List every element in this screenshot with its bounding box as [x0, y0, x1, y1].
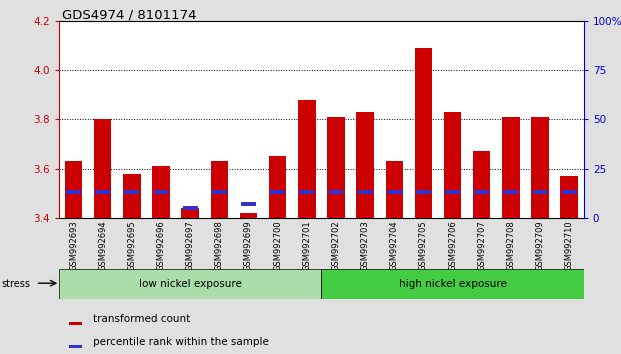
Text: stress: stress — [1, 279, 30, 289]
Bar — [241, 202, 256, 206]
Text: GSM992704: GSM992704 — [390, 220, 399, 271]
Text: GSM992702: GSM992702 — [332, 220, 340, 271]
Text: GSM992696: GSM992696 — [156, 220, 166, 271]
Bar — [59, 269, 322, 299]
Text: GSM992693: GSM992693 — [69, 220, 78, 271]
Text: GSM992694: GSM992694 — [98, 220, 107, 271]
Bar — [181, 208, 199, 218]
Bar — [70, 345, 82, 348]
Bar — [329, 190, 343, 194]
Bar — [183, 206, 197, 210]
Bar — [123, 173, 140, 218]
Bar — [531, 117, 549, 218]
Bar — [504, 190, 519, 194]
Bar — [444, 112, 461, 218]
Bar — [94, 119, 112, 218]
Text: GSM992705: GSM992705 — [419, 220, 428, 271]
Bar — [416, 190, 431, 194]
Bar — [270, 190, 285, 194]
Bar — [153, 190, 168, 194]
Bar — [269, 156, 286, 218]
Bar — [212, 190, 227, 194]
Bar — [560, 176, 578, 218]
Text: GSM992701: GSM992701 — [302, 220, 311, 271]
Text: GSM992697: GSM992697 — [186, 220, 194, 271]
Bar — [533, 190, 548, 194]
Bar — [298, 100, 315, 218]
Text: GSM992699: GSM992699 — [244, 220, 253, 271]
Text: GSM992703: GSM992703 — [361, 220, 369, 271]
Text: percentile rank within the sample: percentile rank within the sample — [93, 337, 269, 347]
Bar — [240, 213, 257, 218]
Bar — [65, 161, 83, 218]
Text: low nickel exposure: low nickel exposure — [138, 279, 242, 289]
Bar — [70, 322, 82, 325]
Text: GSM992710: GSM992710 — [564, 220, 574, 271]
Text: GSM992698: GSM992698 — [215, 220, 224, 271]
Bar — [358, 190, 373, 194]
Text: GSM992700: GSM992700 — [273, 220, 282, 271]
Bar — [474, 190, 489, 194]
Bar — [152, 166, 170, 218]
Bar — [95, 190, 110, 194]
Text: GSM992707: GSM992707 — [477, 220, 486, 271]
Bar — [322, 269, 584, 299]
Bar — [211, 161, 228, 218]
Bar — [415, 48, 432, 218]
Bar — [562, 190, 576, 194]
Bar — [386, 161, 403, 218]
Text: GSM992708: GSM992708 — [506, 220, 515, 271]
Bar — [356, 112, 374, 218]
Text: GSM992695: GSM992695 — [127, 220, 137, 271]
Text: high nickel exposure: high nickel exposure — [399, 279, 507, 289]
Bar — [66, 190, 81, 194]
Bar — [502, 117, 520, 218]
Text: GSM992706: GSM992706 — [448, 220, 457, 271]
Text: transformed count: transformed count — [93, 314, 191, 324]
Text: GSM992709: GSM992709 — [535, 220, 545, 271]
Text: GDS4974 / 8101174: GDS4974 / 8101174 — [62, 9, 197, 22]
Bar — [327, 117, 345, 218]
Bar — [387, 190, 402, 194]
Bar — [124, 190, 139, 194]
Bar — [299, 190, 314, 194]
Bar — [445, 190, 460, 194]
Bar — [473, 152, 491, 218]
